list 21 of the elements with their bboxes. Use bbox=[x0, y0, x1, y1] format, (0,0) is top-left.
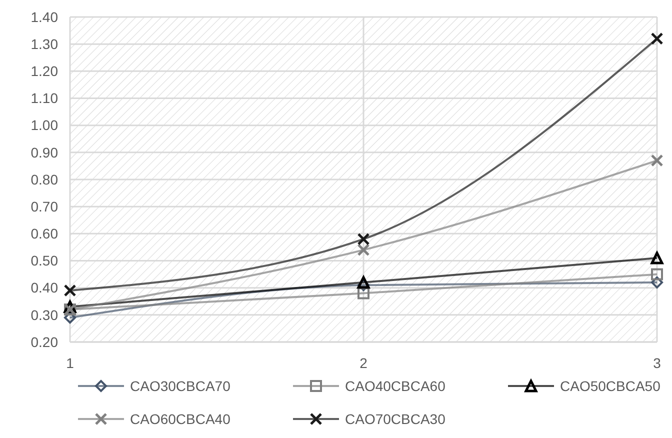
y-tick-label: 1.10 bbox=[30, 90, 58, 106]
y-tick-label: 0.30 bbox=[30, 306, 58, 323]
y-tick-label: 1.30 bbox=[30, 36, 58, 52]
y-tick-label: 0.50 bbox=[30, 252, 58, 269]
y-tick-label: 1.20 bbox=[30, 63, 58, 80]
y-tick-label: 0.40 bbox=[30, 280, 58, 296]
y-tick-label: 0.90 bbox=[30, 144, 58, 160]
y-tick-label: 1.00 bbox=[30, 117, 58, 134]
legend-label: CAO70CBCA30 bbox=[345, 410, 446, 427]
legend-label: CAO40CBCA60 bbox=[345, 378, 446, 394]
y-tick-label: 0.20 bbox=[30, 334, 58, 350]
y-tick-label: 0.60 bbox=[30, 226, 58, 242]
x-tick-label: 2 bbox=[360, 355, 368, 371]
y-tick-label: 0.80 bbox=[30, 171, 58, 188]
y-tick-label: 0.70 bbox=[30, 198, 58, 214]
x-tick-label: 1 bbox=[66, 355, 74, 371]
legend-label: CAO30CBCA70 bbox=[130, 378, 231, 394]
y-tick-label: 1.40 bbox=[30, 8, 58, 25]
legend-label: CAO60CBCA40 bbox=[130, 410, 231, 427]
x-tick-label: 3 bbox=[653, 355, 662, 371]
legend-label: CAO50CBCA50 bbox=[560, 378, 661, 394]
